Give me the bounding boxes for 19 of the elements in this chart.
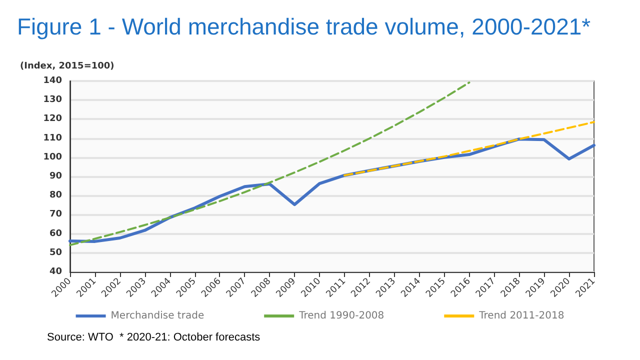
y-tick-label: 140 [43, 76, 62, 86]
y-tick-label: 70 [49, 210, 62, 220]
y-tick-label: 60 [49, 228, 62, 239]
y-axis-title: (Index, 2015=100) [20, 62, 114, 72]
legend-label: Trend 2011-2018 [478, 310, 564, 322]
line-series [69, 82, 470, 246]
y-tick-label: 110 [43, 133, 62, 144]
y-tick-label: 90 [49, 172, 62, 182]
y-tick-label: 80 [49, 190, 62, 201]
y-tick-label: 50 [49, 248, 62, 258]
legend-label: Trend 1990-2008 [298, 310, 384, 322]
y-tick-label: 120 [43, 114, 62, 124]
y-tick-label: 100 [43, 152, 62, 162]
y-tick-label: 40 [49, 267, 62, 277]
chart-title: Figure 1 - World merchandise trade volume, 2000-2021* [17, 14, 591, 40]
source-note: Source: WTO * 2020-21: October forecasts [47, 332, 261, 344]
legend-label: Merchandise trade [110, 310, 204, 322]
y-tick-label: 130 [43, 95, 62, 106]
line-series [343, 121, 595, 176]
